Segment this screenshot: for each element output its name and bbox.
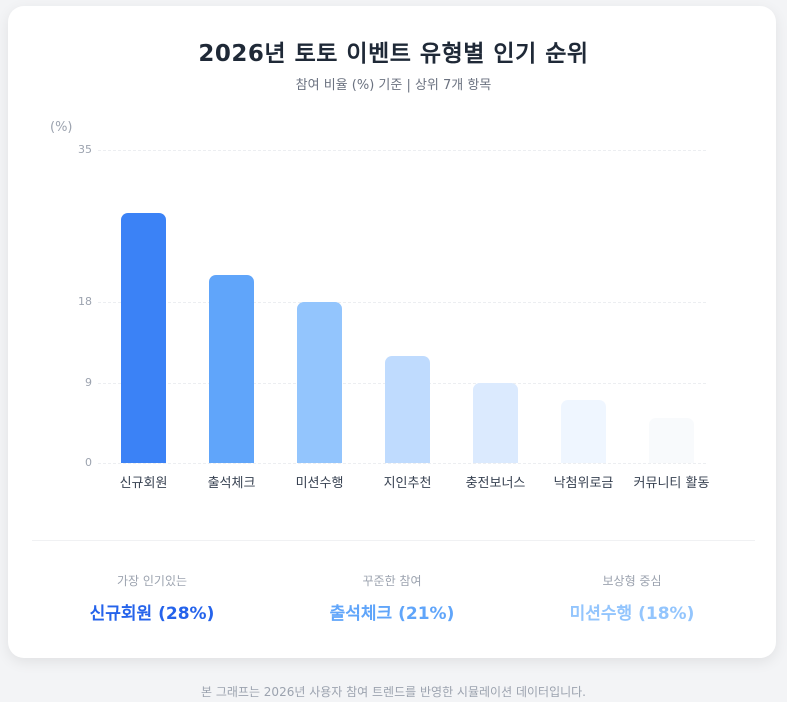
x-tick-label: 커뮤니티 활동	[633, 476, 710, 491]
bar[interactable]	[649, 418, 694, 463]
gridline	[98, 302, 706, 304]
x-tick-label: 출석체크	[207, 476, 256, 491]
page-title: 2026년 토토 이벤트 유형별 인기 순위	[198, 41, 589, 67]
stat-label: 가장 인기있는	[116, 574, 188, 588]
y-tick-label: 9	[85, 375, 92, 389]
y-tick-label: 35	[78, 143, 92, 156]
bar[interactable]	[385, 355, 430, 463]
page-subtitle: 참여 비율 (%) 기준 | 상위 7개 항목	[295, 78, 492, 93]
bar[interactable]	[209, 275, 254, 463]
gridline	[98, 463, 706, 464]
stat-value: 미션수행 (18%)	[569, 604, 695, 624]
stat-label: 꾸준한 참여	[362, 574, 422, 588]
bar[interactable]	[561, 400, 606, 463]
x-tick-label: 낙첨위로금	[553, 476, 614, 491]
x-tick-label: 지인추천	[383, 476, 432, 491]
footnote: 본 그래프는 2026년 사용자 참여 트렌드를 반영한 시뮬레이션 데이터입니…	[200, 685, 587, 699]
bar[interactable]	[473, 382, 518, 463]
stat-label: 보상형 중심	[602, 574, 662, 588]
gridline	[98, 150, 706, 151]
bar[interactable]	[297, 302, 342, 463]
stat-value: 출석체크 (21%)	[329, 604, 455, 624]
y-axis-unit: (%)	[50, 120, 73, 135]
y-tick-label: 0	[85, 456, 92, 469]
x-tick-label: 충전보너스	[465, 476, 526, 491]
divider	[32, 540, 755, 541]
x-tick-label: 신규회원	[119, 476, 168, 491]
y-tick-label: 18	[78, 295, 92, 309]
x-tick-label: 미션수행	[295, 476, 344, 491]
bar[interactable]	[121, 212, 166, 463]
stat-value: 신규회원 (28%)	[89, 604, 215, 624]
